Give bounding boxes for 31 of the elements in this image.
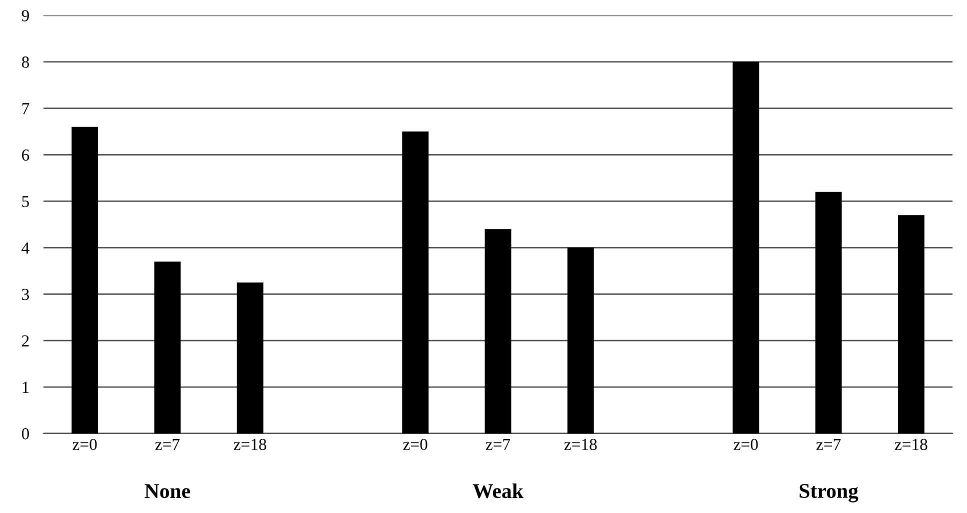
y-tick-label: 2: [22, 335, 29, 346]
y-tick-label: 5: [22, 196, 29, 208]
text: None: [144, 484, 190, 498]
y-tick-label: 8: [22, 56, 29, 68]
y-tick-label: 7: [22, 103, 30, 114]
text: Strong: [800, 484, 858, 502]
x-tick-label: z=7: [486, 438, 510, 450]
x-tick-label: z=7: [816, 438, 841, 450]
x-tick-label: z=18: [894, 438, 928, 450]
bar: [815, 192, 842, 434]
y-tick-label: 3: [22, 288, 29, 300]
x-tick-label: z=0: [734, 438, 758, 450]
y-tick-label: 6: [22, 150, 30, 161]
text: Weak: [472, 483, 524, 498]
bar: [236, 282, 264, 434]
x-tick-label: z=0: [403, 438, 428, 450]
bar: [72, 126, 98, 434]
bar: [402, 132, 429, 434]
x-tick-label: z=18: [234, 438, 266, 450]
y-tick-label: 1: [22, 382, 29, 393]
x-tick-label: z=7: [155, 438, 180, 450]
bar: [732, 62, 760, 434]
x-tick-label: z=18: [564, 438, 597, 450]
y-tick-label: 0: [22, 428, 29, 440]
bar: [154, 262, 181, 434]
bar: [898, 215, 924, 434]
bar: [567, 248, 594, 434]
bar: [484, 229, 512, 434]
y-tick-label: 4: [22, 242, 30, 254]
x-tick-label: z=0: [72, 438, 97, 450]
y-tick-label: 9: [22, 10, 29, 22]
